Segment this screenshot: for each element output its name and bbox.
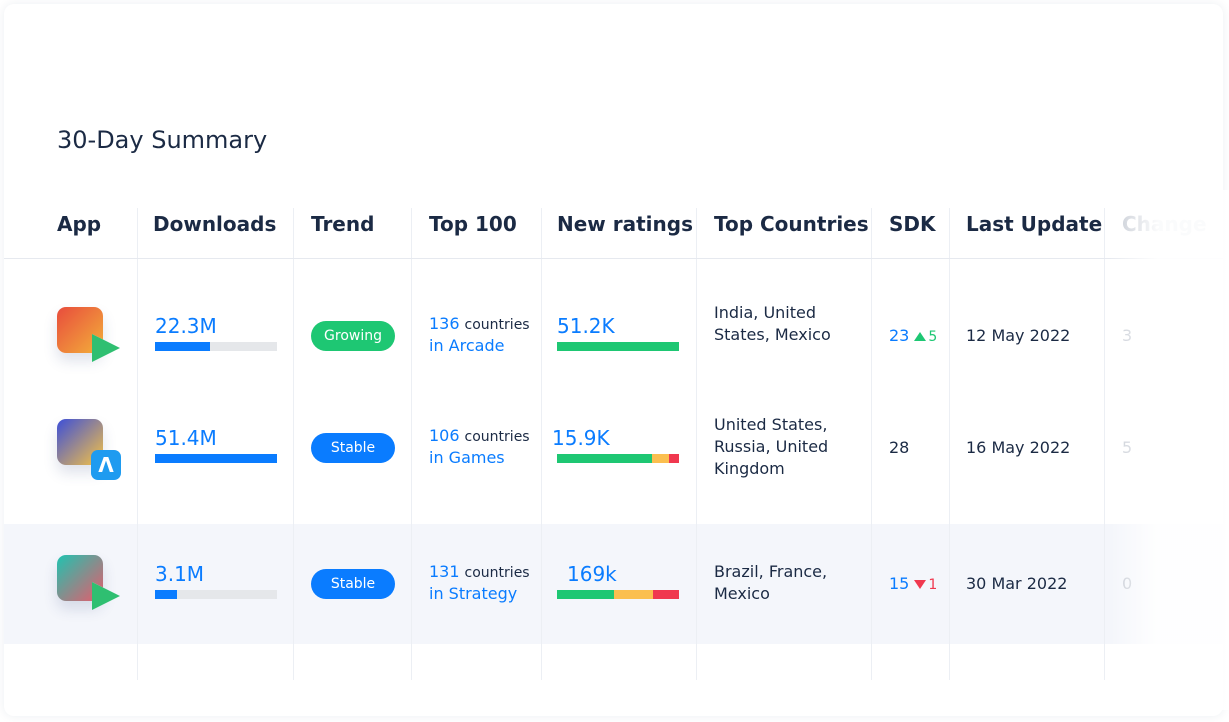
column-header: New ratings — [557, 212, 693, 236]
column-divider — [411, 208, 412, 680]
ratings-segment — [557, 454, 653, 463]
column-divider — [137, 208, 138, 680]
top100-category: in Games — [429, 448, 505, 467]
sdk: 15 1 — [889, 574, 937, 593]
sdk: 28 — [889, 438, 909, 457]
sdk-value: 15 — [889, 574, 910, 593]
ratings-segment — [557, 342, 679, 351]
ratings-segment — [557, 590, 615, 599]
top100-unit: countries — [464, 429, 530, 445]
store-badge — [92, 334, 120, 362]
top100-category: in Arcade — [429, 336, 505, 355]
trend-pill: Stable — [311, 433, 395, 463]
downloads-value: 3.1M — [155, 562, 205, 586]
top100-count: 131 — [429, 562, 460, 581]
sdk-value: 28 — [889, 438, 910, 457]
top100-line: 106 countries — [429, 426, 530, 445]
top100-count: 136 — [429, 314, 460, 333]
downloads-track — [155, 590, 277, 599]
column-divider — [1104, 208, 1105, 680]
downloads-value: 22.3M — [155, 314, 217, 338]
ratings-segment — [653, 590, 679, 599]
top100-line: 136 countries — [429, 314, 530, 333]
last-update: 30 Mar 2022 — [966, 574, 1068, 593]
store-badge: Λ — [91, 450, 121, 480]
column-header: Trend — [311, 212, 375, 236]
last-update: 16 May 2022 — [966, 438, 1071, 457]
store-badge — [92, 582, 120, 610]
column-header: SDK — [889, 212, 936, 236]
top-countries: Brazil, France, Mexico — [714, 562, 828, 603]
column-divider — [696, 208, 697, 680]
column-header: Top Countries — [714, 212, 869, 236]
top-countries: United States, Russia, United Kingdom — [714, 415, 829, 478]
ratings-segment — [652, 454, 670, 463]
last-update: 12 May 2022 — [966, 326, 1071, 345]
top-countries: India, United States, Mexico — [714, 303, 831, 344]
sdk-change: 1 — [928, 577, 938, 593]
ratings-segment — [669, 454, 679, 463]
downloads-bar — [155, 342, 210, 351]
column-header: Top 100 — [429, 212, 517, 236]
title: 30-Day Summary — [57, 126, 268, 154]
column-header: Downloads — [153, 212, 277, 236]
right-fade — [1110, 190, 1229, 710]
top100-unit: countries — [464, 317, 530, 333]
column-divider — [541, 208, 542, 680]
trend-pill: Stable — [311, 569, 395, 599]
column-divider — [871, 208, 872, 680]
top100-count: 106 — [429, 426, 460, 445]
sdk-change: 5 — [928, 329, 938, 345]
ratings-value: 169k — [567, 562, 617, 586]
top100-category: in Strategy — [429, 584, 518, 603]
downloads-value: 51.4M — [155, 426, 217, 450]
column-divider — [949, 208, 950, 680]
column-header: App — [57, 212, 102, 236]
sdk-arrow — [914, 580, 927, 589]
column-divider — [293, 208, 294, 680]
trend-pill: Growing — [311, 321, 395, 351]
top100-unit: countries — [464, 565, 530, 581]
downloads-bar — [155, 590, 177, 599]
row-highlight — [4, 524, 1223, 644]
downloads-bar — [155, 454, 277, 463]
header-line — [4, 258, 1223, 259]
sdk-value: 23 — [889, 326, 910, 345]
top100-line: 131 countries — [429, 562, 530, 581]
ratings-value: 51.2K — [557, 314, 615, 338]
sdk: 23 5 — [889, 326, 937, 345]
ratings-segment — [614, 590, 654, 599]
ratings-value: 15.9K — [552, 426, 610, 450]
sdk-arrow — [914, 332, 927, 341]
downloads-track — [155, 342, 277, 351]
column-header: Last Update — [966, 212, 1103, 236]
